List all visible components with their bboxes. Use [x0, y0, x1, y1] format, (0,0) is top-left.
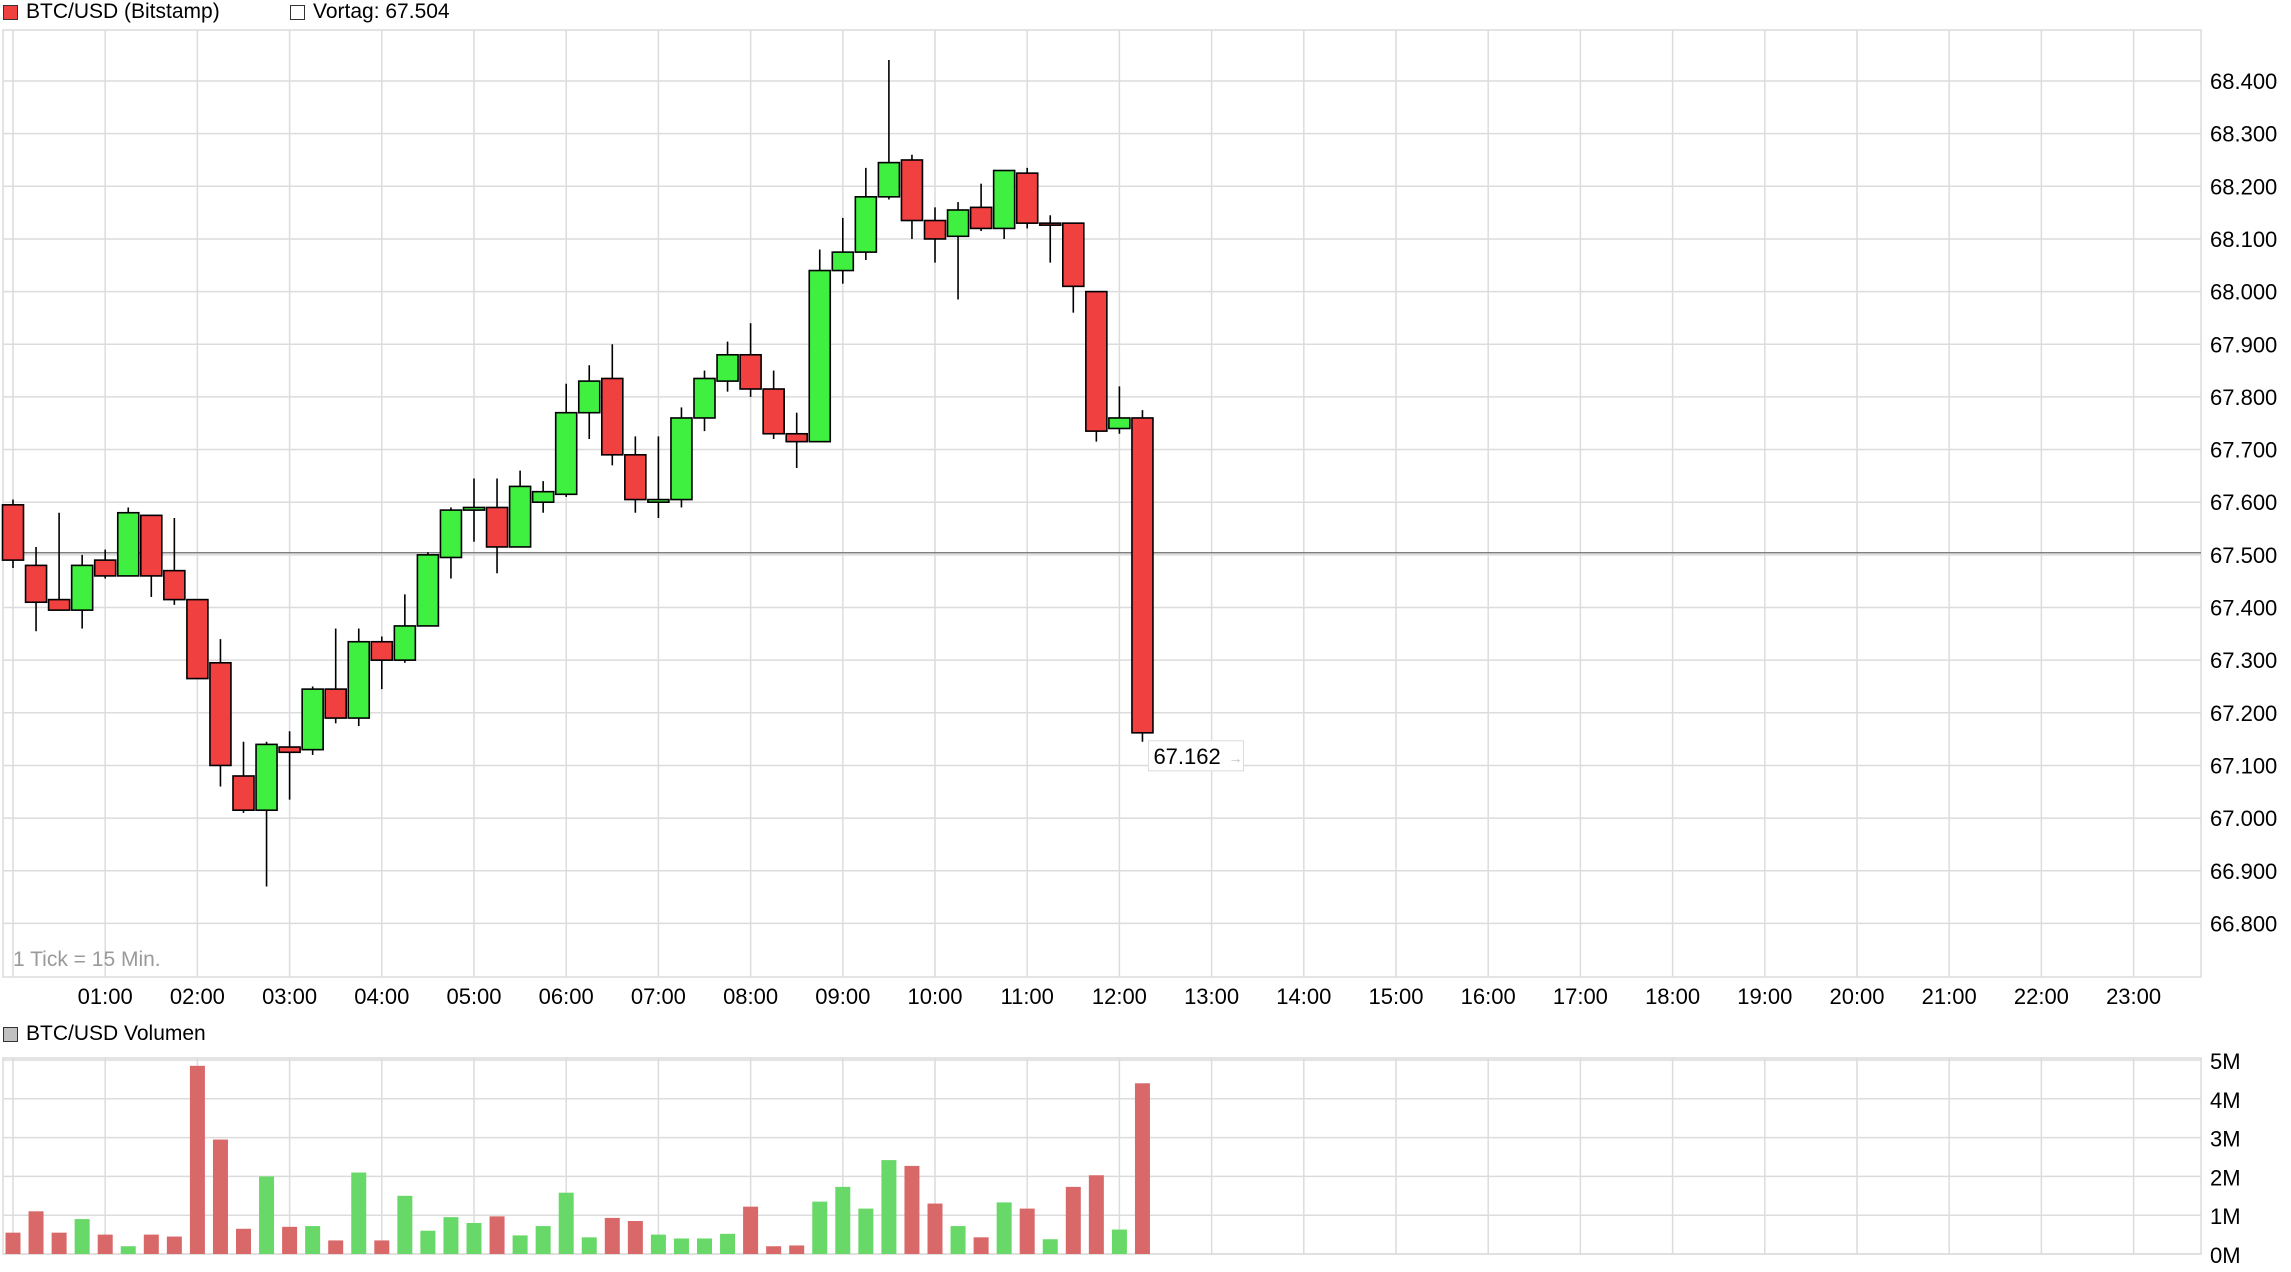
price-y-axis: 68.400 68.300 68.200 68.100 68.000 67.900 67.8… [2210, 69, 2277, 936]
svg-text:66.800: 66.800 [2210, 911, 2277, 936]
series-label: BTC/USD (Bitstamp) [26, 0, 220, 23]
svg-text:66.900: 66.900 [2210, 859, 2277, 884]
svg-text:20:00: 20:00 [1829, 984, 1884, 1009]
svg-text:2M: 2M [2210, 1165, 2241, 1190]
svg-text:67.600: 67.600 [2210, 490, 2277, 515]
svg-text:14:00: 14:00 [1276, 984, 1331, 1009]
svg-text:23:00: 23:00 [2106, 984, 2161, 1009]
svg-text:05:00: 05:00 [446, 984, 501, 1009]
svg-text:01:00: 01:00 [78, 984, 133, 1009]
svg-text:17:00: 17:00 [1553, 984, 1608, 1009]
tick-interval-note: 1 Tick = 15 Min. [13, 948, 161, 971]
svg-text:67.800: 67.800 [2210, 385, 2277, 410]
svg-text:04:00: 04:00 [354, 984, 409, 1009]
svg-text:11:00: 11:00 [1000, 984, 1053, 1009]
svg-text:67.500: 67.500 [2210, 543, 2277, 568]
svg-text:08:00: 08:00 [723, 984, 778, 1009]
svg-text:67.400: 67.400 [2210, 596, 2277, 621]
prev-close-label: Vortag: 67.504 [313, 0, 450, 23]
series-color-swatch [3, 4, 18, 20]
candlestick-series [1, 59, 1154, 887]
svg-text:07:00: 07:00 [631, 984, 686, 1009]
svg-text:19:00: 19:00 [1737, 984, 1792, 1009]
svg-text:67.162: 67.162 [1153, 744, 1220, 769]
svg-text:67.000: 67.000 [2210, 806, 2277, 831]
svg-text:67.100: 67.100 [2210, 753, 2277, 778]
svg-text:68.000: 68.000 [2210, 280, 2277, 305]
volume-legend: BTC/USD Volumen [3, 1022, 206, 1046]
svg-text:16:00: 16:00 [1461, 984, 1516, 1009]
svg-text:5M: 5M [2210, 1049, 2241, 1074]
price-grid [2, 29, 2202, 978]
svg-text:67.200: 67.200 [2210, 701, 2277, 726]
svg-text:21:00: 21:00 [1922, 984, 1977, 1009]
svg-text:3M: 3M [2210, 1127, 2241, 1152]
svg-text:02:00: 02:00 [170, 984, 225, 1009]
time-x-axis: 01:00 02:00 03:00 04:00 05:00 06:00 07:00 08:00… [78, 984, 2161, 1009]
svg-text:03:00: 03:00 [262, 984, 317, 1009]
volume-grid [2, 1057, 2202, 1255]
svg-text:22:00: 22:00 [2014, 984, 2069, 1009]
svg-text:67.700: 67.700 [2210, 438, 2277, 463]
svg-text:68.200: 68.200 [2210, 174, 2277, 199]
svg-text:13:00: 13:00 [1184, 984, 1239, 1009]
svg-text:68.400: 68.400 [2210, 69, 2277, 94]
svg-text:4M: 4M [2210, 1088, 2241, 1113]
svg-text:67.900: 67.900 [2210, 332, 2277, 357]
volume-label: BTC/USD Volumen [26, 1022, 206, 1045]
svg-text:0M: 0M [2210, 1243, 2241, 1268]
prev-close-legend[interactable]: Vortag: 67.504 [290, 0, 450, 24]
volume-y-axis: 5M 4M 3M 2M 1M 0M [2210, 1049, 2241, 1268]
svg-text:06:00: 06:00 [539, 984, 594, 1009]
arrow-right-icon: → [1228, 750, 1242, 766]
svg-text:68.300: 68.300 [2210, 122, 2277, 147]
svg-text:12:00: 12:00 [1092, 984, 1147, 1009]
volume-bars [5, 1065, 1150, 1254]
svg-text:67.300: 67.300 [2210, 648, 2277, 673]
last-price-label: 67.162 → [1147, 740, 1244, 772]
svg-text:10:00: 10:00 [907, 984, 962, 1009]
price-legend: BTC/USD (Bitstamp) [3, 0, 220, 24]
volume-color-swatch [3, 1026, 18, 1042]
svg-text:1M: 1M [2210, 1204, 2241, 1229]
svg-text:09:00: 09:00 [815, 984, 870, 1009]
svg-text:15:00: 15:00 [1368, 984, 1423, 1009]
prev-close-checkbox[interactable] [290, 4, 305, 20]
svg-text:68.100: 68.100 [2210, 227, 2277, 252]
svg-text:18:00: 18:00 [1645, 984, 1700, 1009]
